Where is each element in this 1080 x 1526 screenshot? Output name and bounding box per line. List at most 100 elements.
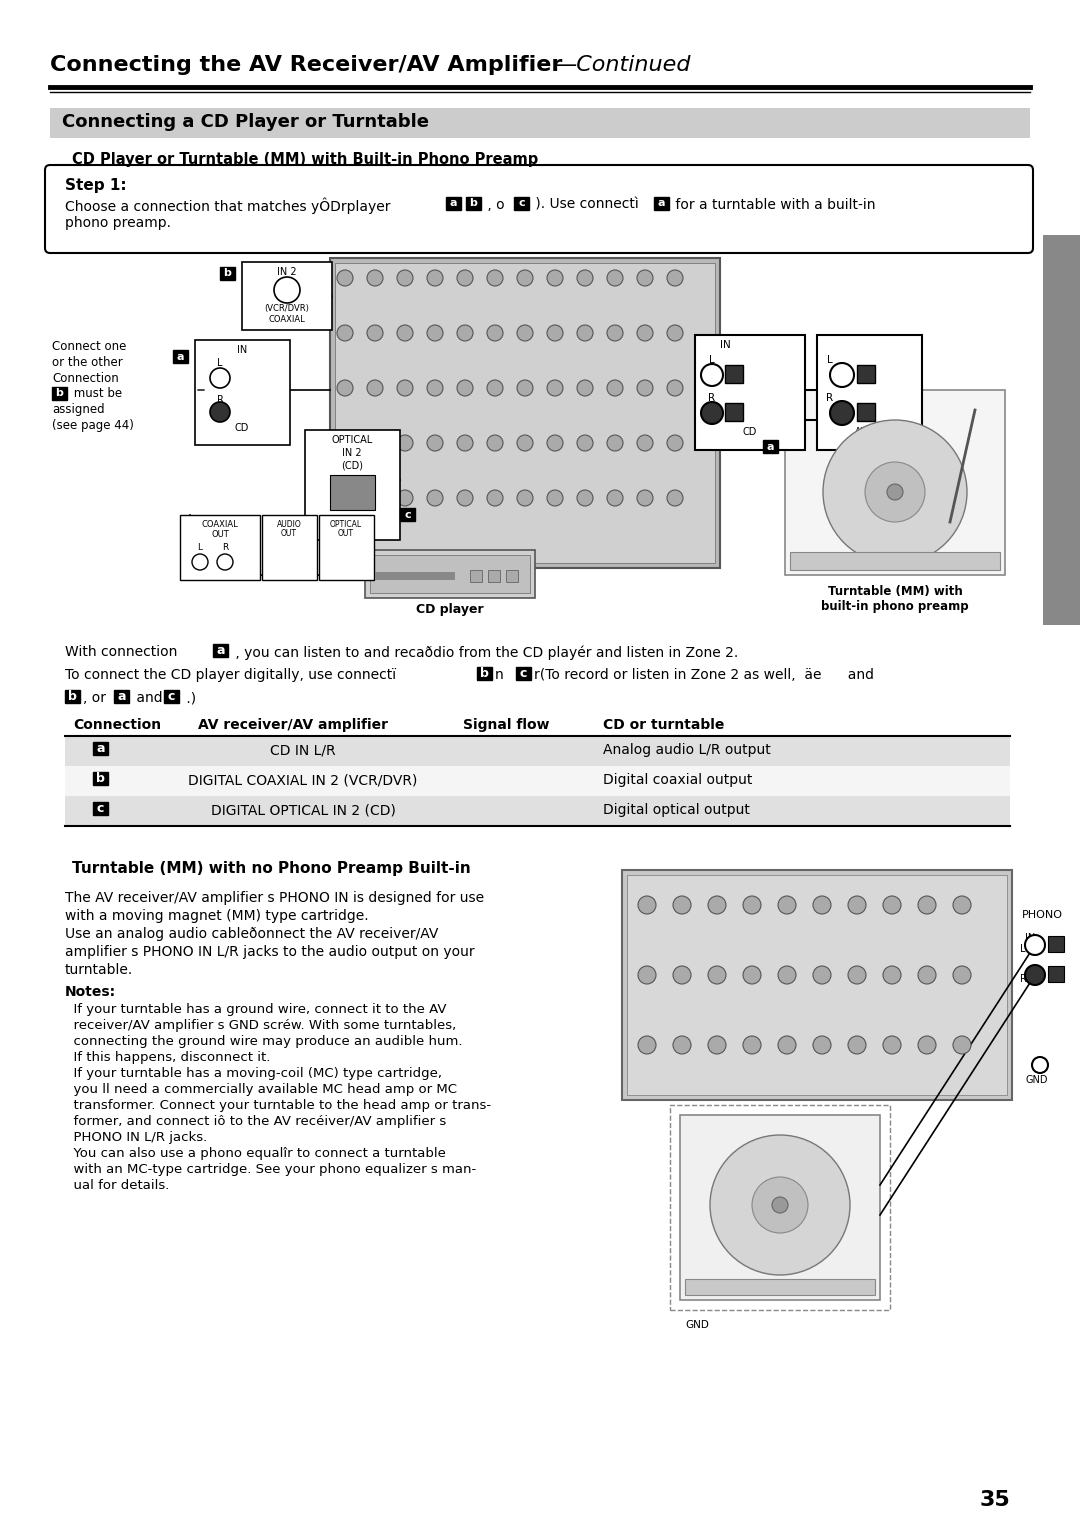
Text: you ll need a commercially available MC head amp or MC: you ll need a commercially available MC …: [65, 1083, 457, 1096]
Text: With connection: With connection: [65, 645, 177, 659]
Text: L: L: [1020, 945, 1026, 954]
Circle shape: [887, 484, 903, 501]
Text: If your turntable has a moving-coil (MC) type cartridge,: If your turntable has a moving-coil (MC)…: [65, 1067, 442, 1080]
Circle shape: [210, 368, 230, 388]
Text: R: R: [217, 395, 224, 404]
Circle shape: [577, 380, 593, 397]
Bar: [220, 267, 235, 279]
Circle shape: [708, 1036, 726, 1054]
Circle shape: [577, 435, 593, 452]
Circle shape: [427, 435, 443, 452]
Text: COAXIAL: COAXIAL: [269, 314, 306, 324]
Circle shape: [192, 554, 208, 571]
Text: CD or turntable: CD or turntable: [603, 719, 725, 732]
Text: a: a: [658, 198, 665, 209]
Text: If your turntable has a ground wire, connect it to the AV: If your turntable has a ground wire, con…: [65, 1003, 446, 1016]
Text: amplifier s PHONO IN L/R jacks to the audio output on your: amplifier s PHONO IN L/R jacks to the au…: [65, 945, 474, 958]
Circle shape: [848, 1036, 866, 1054]
Bar: [627, 874, 1007, 1096]
Circle shape: [367, 490, 383, 507]
Text: , or: , or: [83, 691, 106, 705]
Circle shape: [607, 435, 623, 452]
Text: with a moving magnet (MM) type cartridge.: with a moving magnet (MM) type cartridge…: [65, 909, 368, 923]
Circle shape: [667, 325, 683, 340]
Text: Signal flow: Signal flow: [463, 719, 550, 732]
Bar: [330, 475, 375, 510]
Circle shape: [487, 270, 503, 285]
Text: a: a: [118, 690, 125, 703]
Bar: [114, 690, 129, 703]
Text: AV receiver/AV amplifier: AV receiver/AV amplifier: [198, 719, 388, 732]
Circle shape: [397, 270, 413, 285]
Text: Notes:: Notes:: [65, 984, 117, 1000]
Text: c: c: [404, 510, 410, 519]
Text: b: b: [55, 389, 64, 398]
Circle shape: [577, 270, 593, 285]
Text: with an MC-type cartridge. See your phono equalizer s man-: with an MC-type cartridge. See your phon…: [65, 1163, 476, 1177]
Text: (VCR/DVR): (VCR/DVR): [265, 304, 310, 313]
Circle shape: [778, 896, 796, 914]
Text: Connect one: Connect one: [52, 340, 126, 353]
Text: PHONO IN L/R jacks.: PHONO IN L/R jacks.: [65, 1131, 207, 1144]
Bar: [685, 1279, 875, 1296]
Bar: [516, 667, 531, 681]
Bar: [50, 108, 1030, 137]
Circle shape: [1032, 1058, 1048, 1073]
Text: CD: CD: [743, 427, 757, 436]
Text: a: a: [449, 198, 457, 209]
Circle shape: [427, 490, 443, 507]
Text: IN: IN: [237, 345, 247, 356]
Text: assigned: assigned: [52, 403, 105, 417]
Circle shape: [427, 380, 443, 397]
Circle shape: [457, 490, 473, 507]
Circle shape: [517, 325, 534, 340]
Text: a: a: [767, 441, 774, 452]
Text: IN: IN: [719, 340, 730, 349]
Text: GND: GND: [1025, 1074, 1048, 1085]
Text: b: b: [68, 690, 77, 703]
Circle shape: [708, 966, 726, 984]
Text: Turntable (MM) with: Turntable (MM) with: [827, 584, 962, 598]
Circle shape: [546, 490, 563, 507]
Circle shape: [772, 1196, 788, 1213]
Circle shape: [638, 1036, 656, 1054]
Circle shape: [1025, 935, 1045, 955]
Text: b: b: [470, 198, 477, 209]
Bar: [488, 571, 500, 581]
Text: c: c: [519, 667, 527, 681]
Circle shape: [517, 435, 534, 452]
Circle shape: [778, 1036, 796, 1054]
Bar: [213, 644, 228, 658]
Circle shape: [813, 1036, 831, 1054]
Circle shape: [637, 435, 653, 452]
Text: Connection: Connection: [52, 372, 119, 385]
Text: c: c: [97, 803, 104, 815]
Circle shape: [673, 1036, 691, 1054]
Bar: [858, 365, 875, 383]
Circle shape: [831, 363, 854, 388]
Circle shape: [953, 896, 971, 914]
Text: CD player: CD player: [416, 603, 484, 617]
Text: a: a: [96, 742, 105, 755]
Circle shape: [607, 490, 623, 507]
Circle shape: [701, 401, 723, 424]
Text: and: and: [132, 691, 163, 705]
Circle shape: [607, 270, 623, 285]
Text: Connecting the AV Receiver/AV Amplifier: Connecting the AV Receiver/AV Amplifier: [50, 55, 563, 75]
Circle shape: [743, 896, 761, 914]
Text: r(To record or listen in Zone 2 as well,  äe      and: r(To record or listen in Zone 2 as well,…: [534, 668, 874, 682]
Text: (CD): (CD): [341, 459, 363, 470]
Text: L: L: [827, 356, 833, 365]
Text: c: c: [167, 690, 175, 703]
Circle shape: [367, 325, 383, 340]
Circle shape: [427, 325, 443, 340]
Text: must be: must be: [70, 388, 122, 400]
Circle shape: [397, 325, 413, 340]
Bar: [654, 197, 669, 211]
Text: former, and connect iô to the AV recéiver/AV amplifier s: former, and connect iô to the AV recéive…: [65, 1116, 446, 1128]
Text: .): .): [183, 691, 197, 705]
Circle shape: [457, 270, 473, 285]
Text: Turntable (MM) with no Phono Preamp Built-in: Turntable (MM) with no Phono Preamp Buil…: [72, 861, 471, 876]
Circle shape: [752, 1177, 808, 1233]
Bar: [725, 365, 743, 383]
